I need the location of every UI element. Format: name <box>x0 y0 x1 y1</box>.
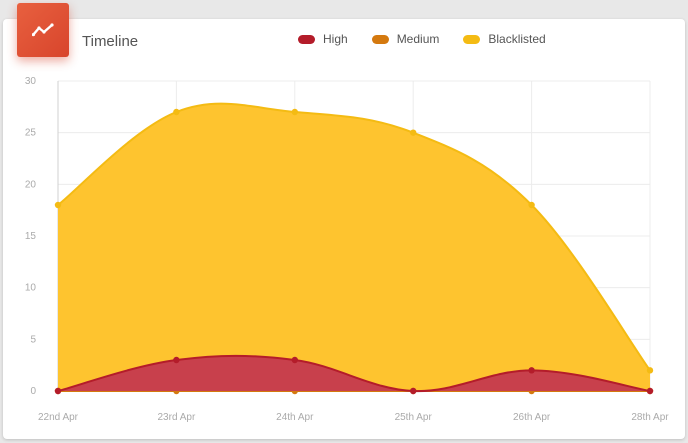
y-tick-label: 5 <box>30 334 36 345</box>
point-blacklisted <box>173 108 180 116</box>
x-tick-label: 22nd Apr <box>38 412 79 423</box>
point-blacklisted <box>646 367 654 374</box>
legend-label: Medium <box>396 32 440 46</box>
legend-label: Blacklisted <box>488 32 546 46</box>
point-blacklisted <box>291 108 298 116</box>
point-high <box>173 356 180 364</box>
legend-item-medium[interactable]: Medium <box>371 32 440 46</box>
y-tick-label: 20 <box>25 179 37 190</box>
point-blacklisted <box>410 129 417 136</box>
trending-line-icon <box>32 23 54 37</box>
x-tick-label: 24th Apr <box>276 412 314 423</box>
point-high <box>528 367 535 374</box>
point-blacklisted <box>54 201 62 209</box>
x-tick-label: 28th Apr <box>631 412 669 423</box>
point-blacklisted <box>528 201 535 209</box>
chart-title: Timeline <box>82 33 139 50</box>
area-high <box>58 355 650 392</box>
legend-item-blacklisted[interactable]: Blacklisted <box>463 32 546 46</box>
x-tick-label: 25th Apr <box>395 412 433 423</box>
y-tick-label: 30 <box>25 76 37 87</box>
point-high <box>291 356 298 364</box>
area-blacklisted <box>58 103 650 391</box>
x-tick-label: 23rd Apr <box>157 412 195 423</box>
line-high <box>57 354 651 393</box>
legend-swatch <box>371 34 389 44</box>
point-high <box>410 387 417 395</box>
legend-swatch <box>298 34 315 44</box>
point-high <box>54 387 62 395</box>
chart-legend: High Medium Blacklisted <box>298 31 570 47</box>
y-tick-label: 15 <box>25 231 37 242</box>
legend-item-high[interactable]: High <box>298 32 348 46</box>
header-icon-badge <box>17 3 69 57</box>
y-tick-label: 10 <box>25 283 37 294</box>
y-tick-label: 25 <box>25 128 37 139</box>
legend-swatch <box>463 34 481 44</box>
x-tick-label: 26th Apr <box>513 412 551 423</box>
y-tick-label: 0 <box>30 386 36 397</box>
point-high <box>646 387 654 395</box>
legend-label: High <box>323 32 348 46</box>
line-blacklisted <box>57 102 651 371</box>
